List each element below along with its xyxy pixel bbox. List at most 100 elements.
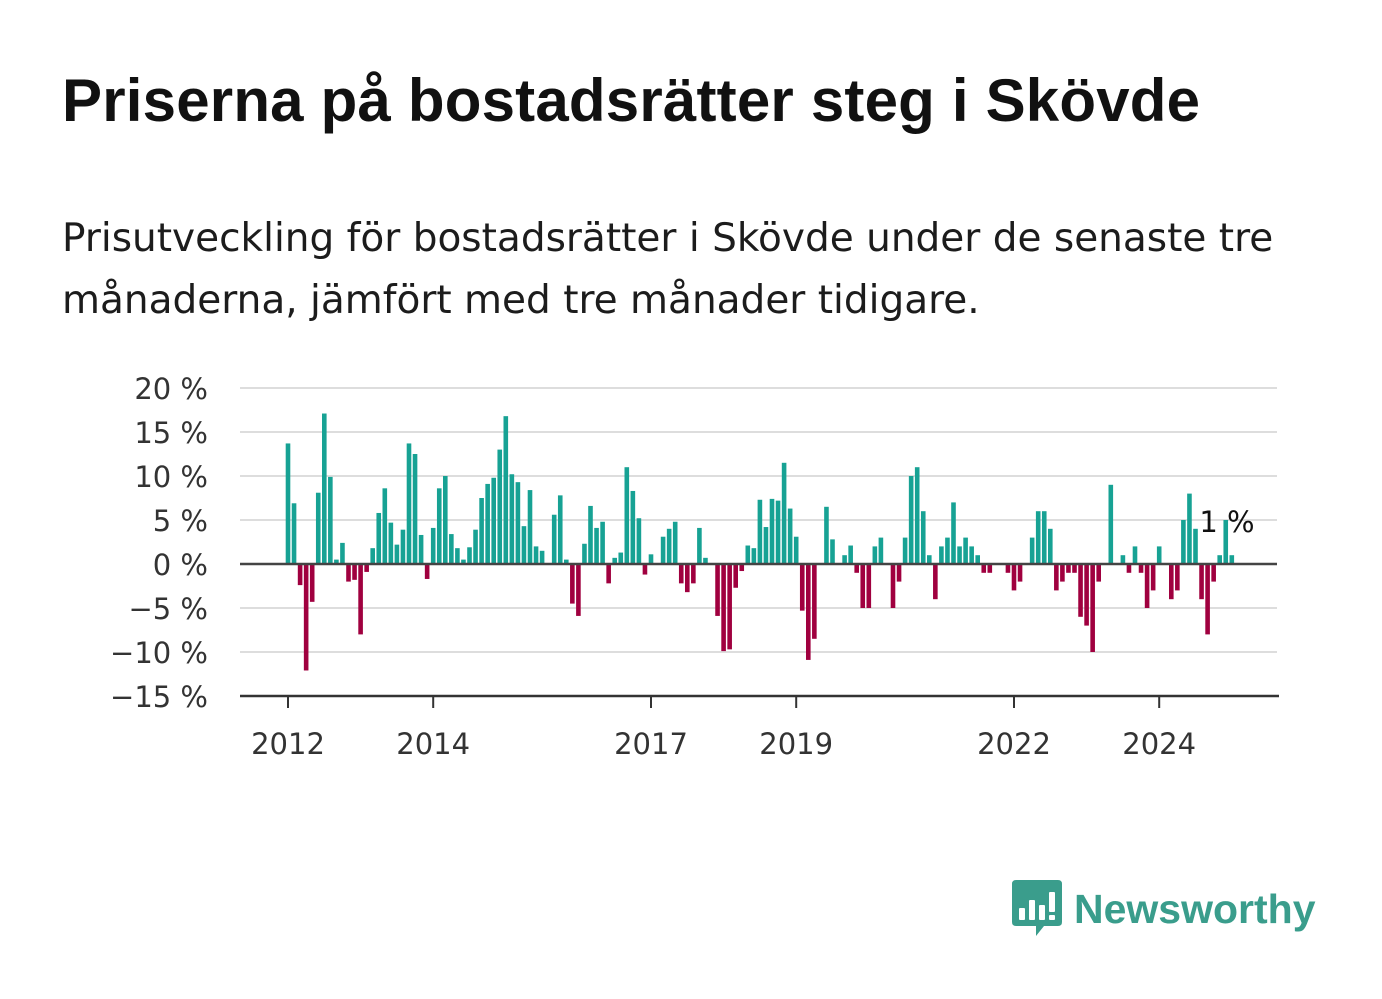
- bar: [527, 490, 533, 564]
- bar: [860, 564, 866, 608]
- bar: [1005, 564, 1011, 573]
- bar: [612, 557, 617, 564]
- bar: [322, 413, 327, 564]
- bar: [418, 534, 424, 564]
- bar: [364, 564, 369, 572]
- y-tick-label: −15 %: [110, 680, 208, 714]
- y-tick-label: 15 %: [134, 416, 208, 450]
- y-tick-label: −5 %: [128, 592, 208, 626]
- bar: [1199, 564, 1204, 600]
- bar: [927, 555, 932, 564]
- bar: [920, 511, 926, 564]
- bar: [394, 544, 400, 564]
- bar: [824, 506, 829, 564]
- bar: [1126, 564, 1132, 573]
- bar: [951, 502, 956, 564]
- x-axis-labels: 2012 2014 2017 2019 2022 2024: [251, 696, 1196, 761]
- bar: [963, 537, 968, 564]
- x-tick-label: 2012: [251, 727, 325, 761]
- bar: [975, 555, 980, 564]
- bar: [1193, 528, 1198, 564]
- bar: [866, 564, 872, 608]
- bar: [551, 514, 557, 564]
- bar: [739, 564, 745, 572]
- bar: [908, 476, 914, 564]
- bar: [757, 499, 763, 564]
- bar: [793, 536, 799, 564]
- bar: [1072, 564, 1077, 573]
- bar: [806, 564, 811, 660]
- bar: [285, 443, 291, 564]
- bar: [902, 537, 908, 564]
- bar: [352, 564, 357, 580]
- bar: [370, 548, 375, 564]
- bar: [1229, 555, 1235, 564]
- bar: [618, 552, 624, 564]
- bar: [1132, 546, 1138, 564]
- bar: [315, 492, 321, 564]
- bar: [781, 462, 787, 564]
- bar: [1169, 564, 1174, 600]
- bar: [1120, 555, 1126, 564]
- bar: [1217, 555, 1222, 564]
- bar: [346, 564, 351, 582]
- bar: [914, 467, 920, 564]
- bar: [1156, 546, 1162, 564]
- bar: [799, 564, 805, 611]
- bar: [503, 416, 509, 564]
- x-axis: [240, 562, 1279, 698]
- bar: [1066, 564, 1071, 573]
- bar: [660, 536, 666, 564]
- bar: [775, 500, 781, 564]
- bar: [636, 518, 642, 564]
- x-tick-label: 2024: [1122, 727, 1196, 761]
- bar: [1084, 564, 1089, 626]
- bar: [485, 483, 490, 564]
- bar: [430, 527, 436, 564]
- bar: [400, 529, 406, 564]
- bar: [297, 564, 303, 586]
- bar: [412, 454, 418, 564]
- bar: [878, 537, 884, 564]
- bar: [939, 546, 944, 564]
- bar: [787, 508, 793, 564]
- x-tick-label: 2017: [614, 727, 688, 761]
- bar: [1108, 484, 1114, 564]
- bar: [576, 564, 581, 616]
- bar: [1181, 520, 1186, 564]
- chart-subtitle: Prisutveckling för bostadsrätter i Skövd…: [62, 216, 1274, 323]
- bar: [727, 564, 732, 650]
- page-title: Priserna på bostadsrätter steg i Skövde: [62, 67, 1201, 134]
- bar: [443, 476, 448, 564]
- bar: [588, 505, 593, 564]
- bar: [842, 555, 847, 564]
- bar: [691, 564, 696, 584]
- bar: [424, 564, 430, 579]
- bar: [812, 564, 817, 639]
- bar: [703, 557, 708, 564]
- bar: [1205, 564, 1210, 635]
- y-tick-label: 20 %: [134, 372, 208, 406]
- bar: [473, 529, 478, 564]
- y-tick-label: 5 %: [153, 504, 208, 538]
- bar: [745, 545, 751, 564]
- bar: [340, 542, 345, 564]
- bar: [1090, 564, 1095, 652]
- y-tick-label: 10 %: [134, 460, 208, 494]
- bar: [945, 537, 950, 564]
- bar: [890, 564, 896, 608]
- bar: [933, 564, 938, 600]
- bar: [678, 564, 684, 584]
- bar: [666, 528, 672, 564]
- bar: [981, 564, 987, 573]
- bar: [533, 546, 539, 564]
- bar: [1029, 537, 1035, 564]
- bar: [358, 564, 363, 635]
- bar: [436, 488, 442, 564]
- bar: [848, 545, 853, 564]
- bar: [303, 564, 309, 671]
- bar: [1096, 564, 1101, 582]
- bar: [854, 564, 859, 573]
- bar: [1035, 511, 1041, 564]
- bar: [751, 548, 757, 564]
